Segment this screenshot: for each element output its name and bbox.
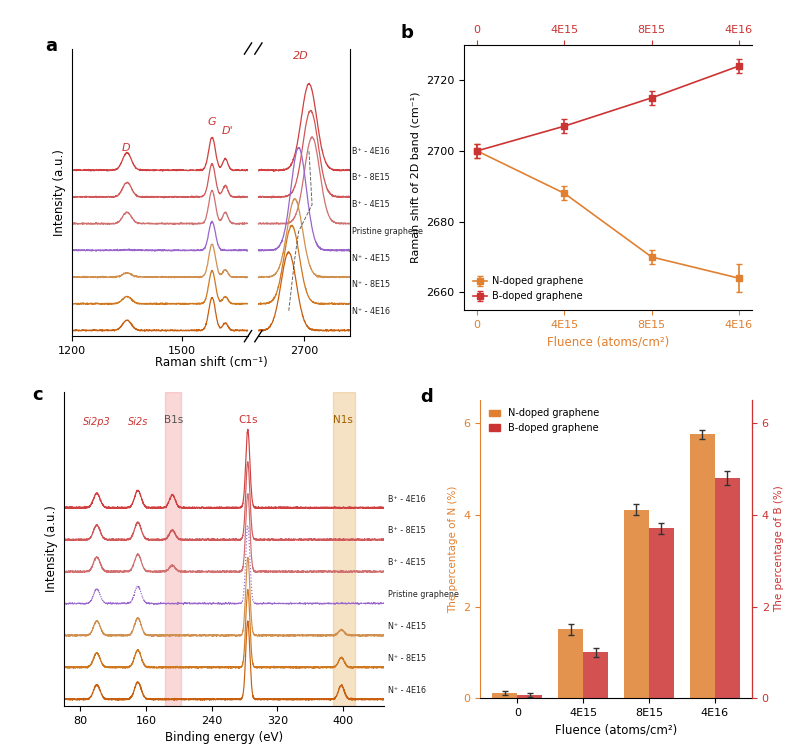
Text: B1s: B1s: [163, 415, 182, 425]
Text: N⁺ - 8E15: N⁺ - 8E15: [388, 654, 426, 663]
Bar: [492, 693, 518, 698]
Text: Si2s: Si2s: [128, 418, 148, 427]
Text: N⁺ - 4E15: N⁺ - 4E15: [388, 622, 426, 631]
Text: a: a: [46, 37, 58, 55]
Bar: [518, 695, 542, 698]
Y-axis label: Raman shift of 2D band (cm⁻¹): Raman shift of 2D band (cm⁻¹): [410, 92, 420, 263]
Text: N⁺ - 4E16: N⁺ - 4E16: [388, 686, 426, 695]
Bar: [333, 392, 355, 706]
Y-axis label: Intensity (a.u.): Intensity (a.u.): [46, 506, 58, 592]
Text: Raman shift (cm⁻¹): Raman shift (cm⁻¹): [155, 356, 267, 369]
Text: 2D: 2D: [293, 51, 309, 61]
Text: C1s: C1s: [238, 415, 258, 425]
Text: c: c: [32, 386, 42, 404]
Text: N⁺ - 4E15: N⁺ - 4E15: [352, 253, 390, 263]
Text: Pristine graphene: Pristine graphene: [352, 227, 423, 236]
X-axis label: Fluence (atoms/cm²): Fluence (atoms/cm²): [547, 335, 669, 348]
Text: Pristine graphene: Pristine graphene: [388, 590, 459, 599]
X-axis label: Fluence (atoms/cm²): Fluence (atoms/cm²): [555, 724, 677, 737]
Text: D': D': [222, 125, 234, 136]
Text: N⁺ - 4E16: N⁺ - 4E16: [352, 307, 390, 316]
Text: G: G: [208, 117, 216, 126]
Text: B⁺ - 8E15: B⁺ - 8E15: [352, 173, 390, 182]
Text: B⁺ - 4E16: B⁺ - 4E16: [388, 495, 426, 503]
Text: N⁺ - 8E15: N⁺ - 8E15: [352, 280, 390, 289]
Bar: [583, 652, 608, 698]
Bar: [558, 630, 583, 698]
Bar: [624, 510, 649, 698]
Text: d: d: [420, 388, 433, 406]
Text: B⁺ - 8E15: B⁺ - 8E15: [388, 527, 426, 536]
Text: Si2p3: Si2p3: [83, 418, 110, 427]
Y-axis label: The percentage of N (%): The percentage of N (%): [447, 486, 458, 613]
Legend: N-doped graphene, B-doped graphene: N-doped graphene, B-doped graphene: [485, 405, 603, 437]
Bar: [165, 392, 182, 706]
Bar: [690, 434, 714, 698]
Text: D: D: [122, 143, 130, 153]
Text: b: b: [401, 24, 414, 42]
Text: B⁺ - 4E15: B⁺ - 4E15: [352, 200, 390, 209]
Legend: N-doped graphene, B-doped graphene: N-doped graphene, B-doped graphene: [469, 273, 587, 305]
X-axis label: Binding energy (eV): Binding energy (eV): [165, 731, 283, 744]
Bar: [714, 478, 740, 698]
Bar: [649, 528, 674, 698]
Y-axis label: The percentage of B (%): The percentage of B (%): [774, 486, 785, 613]
Text: B⁺ - 4E15: B⁺ - 4E15: [388, 559, 426, 568]
Text: B⁺ - 4E16: B⁺ - 4E16: [352, 146, 390, 156]
Text: N1s: N1s: [333, 415, 353, 425]
Y-axis label: Intensity (a.u.): Intensity (a.u.): [54, 149, 66, 236]
